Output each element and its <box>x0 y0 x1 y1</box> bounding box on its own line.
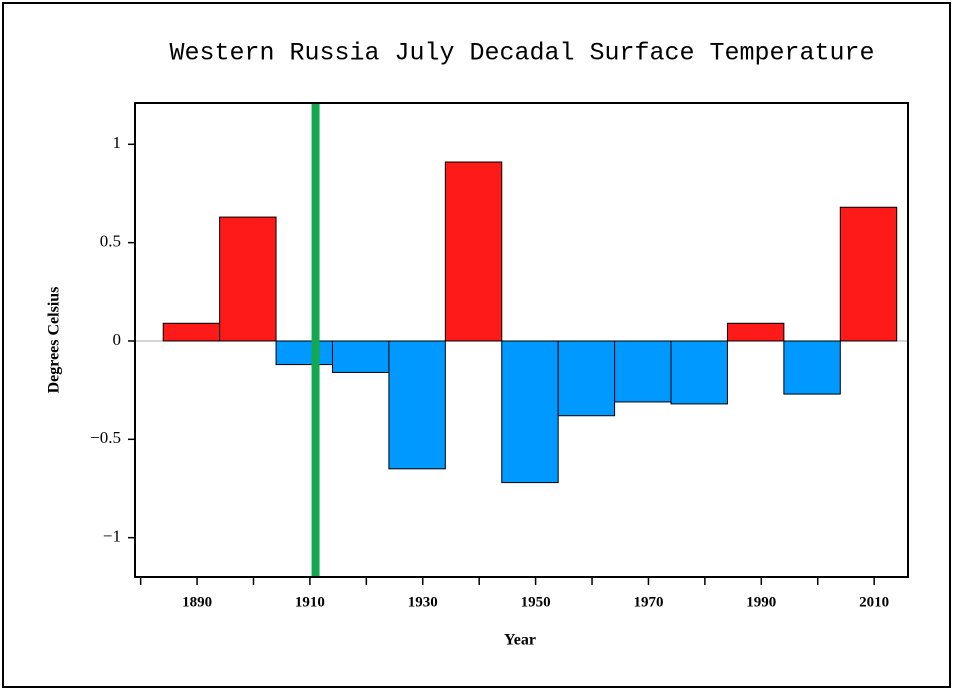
plot-border <box>134 102 909 578</box>
bar <box>501 340 559 484</box>
x-tick-label: 1970 <box>633 594 663 610</box>
bar <box>783 340 841 395</box>
chart-title: Western Russia July Decadal Surface Temp… <box>169 39 874 68</box>
bar <box>388 340 446 470</box>
bar <box>331 340 390 373</box>
x-tick-label: 1950 <box>521 594 551 610</box>
y-tick-label: −1 <box>103 527 121 546</box>
x-tick-label: 2010 <box>859 594 889 610</box>
bar <box>162 322 221 342</box>
bar <box>670 340 728 405</box>
bar <box>444 161 503 342</box>
x-axis-label: Year <box>504 632 536 649</box>
bar <box>557 340 616 417</box>
y-tick-label: −0.5 <box>90 428 121 447</box>
bar <box>839 206 898 342</box>
bar <box>219 216 277 342</box>
y-axis-label: Degrees Celsius <box>46 287 63 394</box>
x-tick-label: 1930 <box>408 594 438 610</box>
bar <box>726 322 785 342</box>
y-tick-label: 1 <box>113 133 122 152</box>
x-tick-label: 1910 <box>295 594 325 610</box>
x-tick-label: 1890 <box>182 594 212 610</box>
bar <box>614 340 672 403</box>
x-tick-label: 1990 <box>746 594 776 610</box>
y-tick-label: 0 <box>113 330 122 349</box>
y-tick-label: 0.5 <box>100 232 121 251</box>
bar <box>275 340 333 366</box>
